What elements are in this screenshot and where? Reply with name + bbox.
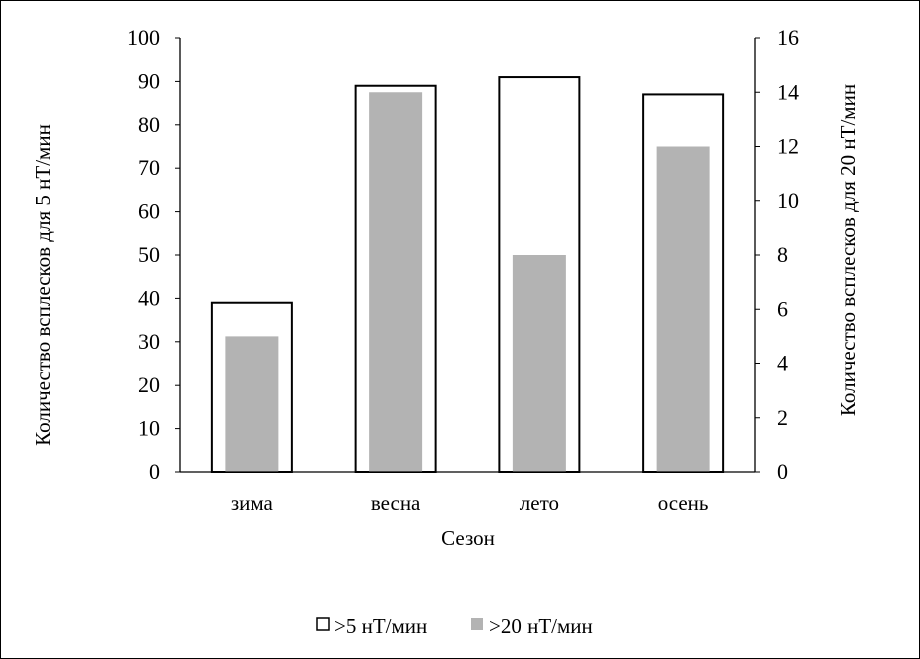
left-tick-label: 90 [138, 68, 160, 93]
category-label: лето [520, 491, 559, 515]
bars [210, 76, 725, 474]
left-tick-label: 10 [138, 416, 160, 441]
x-axis-title: Сезон [441, 526, 495, 550]
right-tick-label: 4 [777, 351, 788, 376]
legend-swatch-series-1 [316, 617, 330, 631]
bar-series-2-1 [225, 336, 279, 472]
right-tick-label: 6 [777, 296, 788, 321]
right-tick-label: 16 [777, 25, 799, 50]
legend-label-series-2: >20 нТ/мин [489, 614, 593, 638]
right-tick-label: 12 [777, 134, 799, 159]
right-axis-title: Количество всплесков для 20 нТ/мин [836, 84, 860, 416]
right-tick-label: 0 [777, 459, 788, 484]
legend: >5 нТ/мин >20 нТ/мин [316, 614, 593, 638]
left-tick-label: 20 [138, 372, 160, 397]
category-label: зима [231, 491, 274, 515]
left-tick-label: 100 [127, 25, 160, 50]
bar-series-2-3 [512, 255, 566, 472]
bar-series-2-4 [656, 146, 710, 472]
right-tick-label: 8 [777, 242, 788, 267]
legend-label-series-1: >5 нТ/мин [334, 614, 427, 638]
left-axis-ticks: 0 10 20 30 40 50 60 70 80 90 100 [127, 25, 180, 484]
left-tick-label: 50 [138, 242, 160, 267]
right-tick-label: 14 [777, 79, 799, 104]
category-label: осень [658, 491, 709, 515]
category-labels: зима весна лето осень [231, 491, 709, 515]
left-tick-label: 70 [138, 155, 160, 180]
left-tick-label: 0 [149, 459, 160, 484]
right-axis-ticks: 0 2 4 6 8 10 12 14 16 [755, 25, 799, 484]
left-tick-label: 30 [138, 329, 160, 354]
left-tick-label: 60 [138, 199, 160, 224]
bar-series-2-2 [369, 92, 423, 472]
left-tick-label: 40 [138, 285, 160, 310]
legend-swatch-series-2 [471, 618, 483, 630]
category-label: весна [371, 491, 421, 515]
axes [179, 38, 756, 473]
right-tick-label: 2 [777, 405, 788, 430]
right-tick-label: 10 [777, 188, 799, 213]
left-axis-title: Количество всплесков для 5 нТ/мин [31, 124, 55, 446]
left-tick-label: 80 [138, 112, 160, 137]
